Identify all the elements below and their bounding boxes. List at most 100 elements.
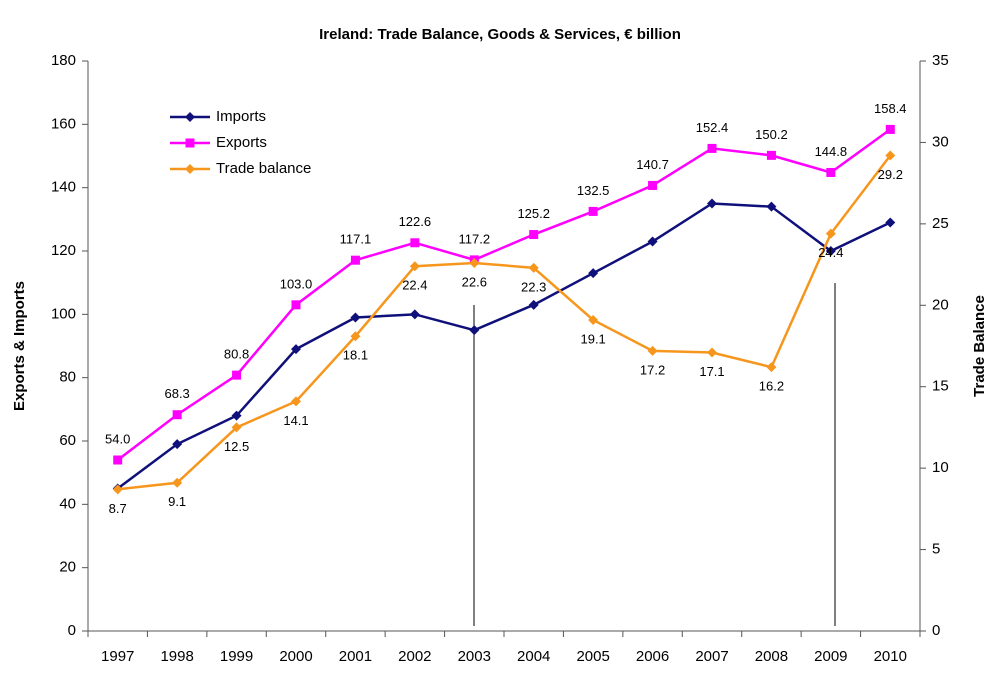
marker <box>528 262 539 273</box>
marker <box>185 138 195 148</box>
marker <box>588 206 598 216</box>
x-tick-label: 2002 <box>398 648 431 665</box>
data-label: 158.4 <box>874 101 907 116</box>
y2-axis-title: Trade Balance <box>971 295 988 397</box>
data-label: 29.2 <box>878 167 903 182</box>
marker <box>350 312 361 323</box>
y2-tick-label: 30 <box>932 133 949 150</box>
y-tick-label: 40 <box>59 495 76 512</box>
marker <box>232 370 242 380</box>
marker <box>410 238 420 248</box>
data-label: 12.5 <box>224 439 249 454</box>
marker <box>291 396 301 407</box>
x-tick-label: 2001 <box>339 648 372 665</box>
marker <box>707 347 717 358</box>
data-label: 152.4 <box>696 120 729 135</box>
data-label: 122.6 <box>399 214 432 229</box>
y-tick-label: 120 <box>51 242 76 259</box>
x-tick-label: 2007 <box>695 648 728 665</box>
marker <box>409 261 420 272</box>
y2-tick-label: 35 <box>932 52 949 69</box>
marker <box>350 331 361 342</box>
x-tick-label: 2005 <box>576 648 609 665</box>
series-line <box>116 202 891 490</box>
marker <box>825 228 836 239</box>
marker <box>766 201 777 212</box>
marker <box>885 217 896 228</box>
y2-tick-label: 15 <box>932 378 949 395</box>
marker <box>707 143 717 153</box>
x-tick-label: 2008 <box>755 648 788 665</box>
marker <box>647 345 658 356</box>
x-tick-label: 2010 <box>874 648 907 665</box>
data-label: 68.3 <box>164 386 189 401</box>
y-axis-title: Exports & Imports <box>11 281 28 411</box>
legend-label: Trade balance <box>216 160 311 177</box>
series-line <box>116 128 892 461</box>
marker <box>350 255 360 265</box>
x-tick-label: 2004 <box>517 648 550 665</box>
data-label: 144.8 <box>815 144 848 159</box>
y2-tick-label: 0 <box>932 622 940 639</box>
marker <box>825 246 836 256</box>
y-tick-label: 60 <box>59 432 76 449</box>
data-label: 80.8 <box>224 347 249 362</box>
y2-tick-label: 25 <box>932 215 949 232</box>
x-tick-label: 2003 <box>458 648 491 665</box>
data-label: 19.1 <box>580 331 605 346</box>
legend-label: Exports <box>216 134 267 151</box>
data-label: 22.3 <box>521 279 546 294</box>
marker <box>231 422 242 433</box>
x-tick-label: 1998 <box>160 648 193 665</box>
marker <box>648 180 658 190</box>
marker <box>172 410 182 420</box>
marker <box>647 236 658 247</box>
y-tick-label: 80 <box>59 369 76 386</box>
marker <box>885 150 896 161</box>
data-label: 125.2 <box>517 206 550 221</box>
marker <box>469 257 480 268</box>
x-tick-label: 1999 <box>220 648 253 665</box>
data-label: 17.1 <box>699 364 724 379</box>
marker <box>588 314 599 325</box>
marker <box>885 124 895 134</box>
y-tick-label: 160 <box>51 115 76 132</box>
y2-tick-label: 20 <box>932 296 949 313</box>
marker <box>529 230 539 240</box>
y2-tick-label: 5 <box>932 541 940 558</box>
data-label: 150.2 <box>755 127 788 142</box>
marker <box>291 300 301 310</box>
marker <box>112 484 123 495</box>
data-label: 16.2 <box>759 379 784 394</box>
marker <box>766 362 777 373</box>
series-line <box>117 154 892 491</box>
x-tick-label: 2006 <box>636 648 669 665</box>
y-tick-label: 100 <box>51 305 76 322</box>
data-label: 14.1 <box>283 413 308 428</box>
data-label: 54.0 <box>105 431 130 446</box>
marker <box>172 439 183 450</box>
data-label: 22.6 <box>462 274 487 289</box>
x-tick-label: 2009 <box>814 648 847 665</box>
x-tick-label: 2000 <box>279 648 312 665</box>
marker <box>469 325 480 336</box>
data-label: 117.2 <box>458 231 490 246</box>
marker <box>172 477 183 488</box>
marker <box>231 410 242 421</box>
data-label: 17.2 <box>640 362 665 377</box>
marker <box>185 164 195 174</box>
marker <box>826 167 836 177</box>
data-label: 140.7 <box>636 157 669 172</box>
data-label: 117.1 <box>340 232 372 247</box>
y-tick-label: 140 <box>51 179 76 196</box>
marker <box>291 344 301 355</box>
legend-label: Imports <box>216 108 266 125</box>
y-tick-label: 20 <box>59 559 76 576</box>
data-label: 103.0 <box>280 276 313 291</box>
marker <box>766 150 776 160</box>
marker <box>707 198 717 209</box>
data-label: 18.1 <box>343 348 368 363</box>
x-tick-label: 1997 <box>101 648 134 665</box>
data-label: 132.5 <box>577 183 610 198</box>
